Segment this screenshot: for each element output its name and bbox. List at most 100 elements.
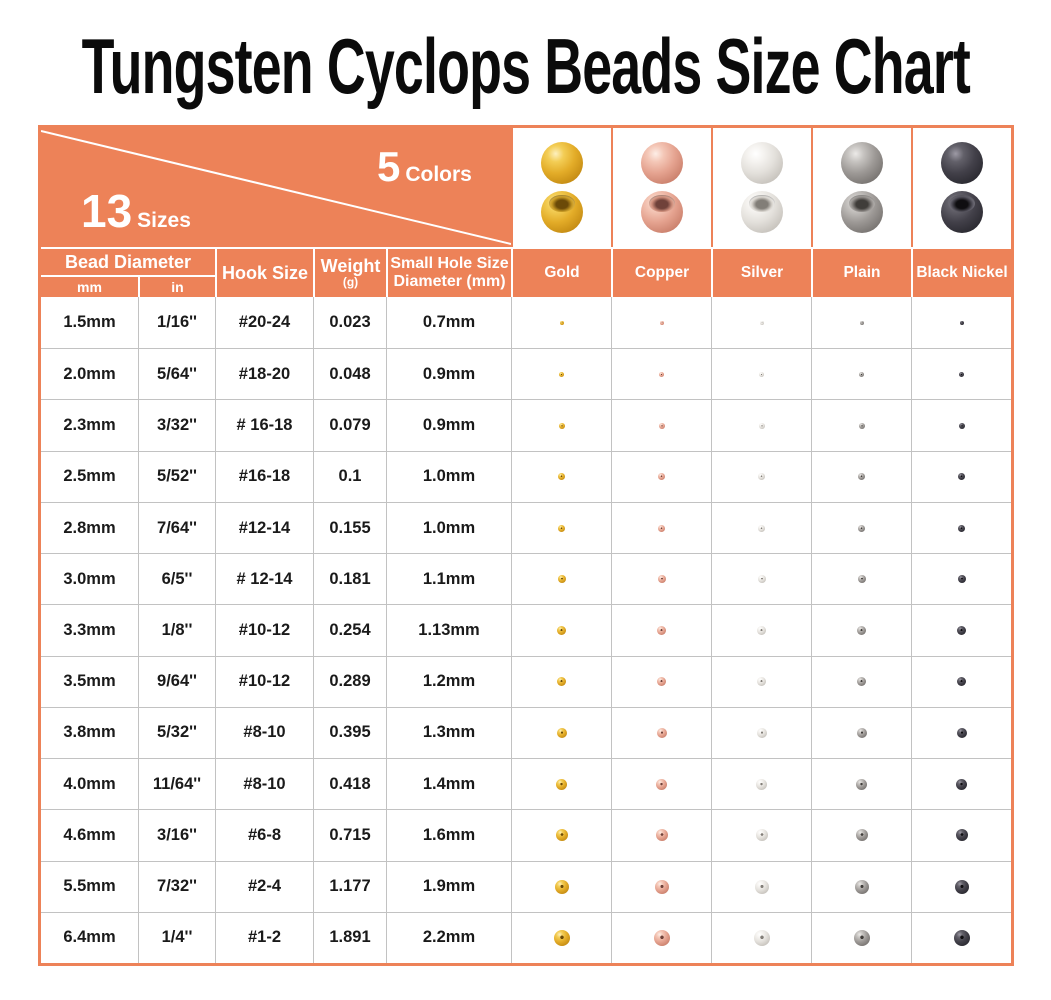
cell-bead-diameter-in: 3/16''	[138, 810, 215, 861]
column-header-black-nickel: Black Nickel	[911, 249, 1011, 297]
bead-dot-black-nickel	[957, 575, 966, 584]
cell-weight: 1.177	[313, 861, 386, 912]
cell-weight: 0.023	[313, 297, 386, 349]
cell-bead-swatch-silver	[711, 451, 811, 502]
cell-bead-diameter-in: 9/64''	[138, 656, 215, 707]
cell-hook-size: #10-12	[215, 605, 313, 656]
sizes-count-badge: 13 Sizes	[81, 188, 191, 234]
cell-bead-swatch-silver	[711, 656, 811, 707]
bead-image-holed-gold	[541, 191, 583, 233]
bead-dot-black-nickel	[957, 677, 966, 687]
cell-bead-diameter-in: 6/5''	[138, 554, 215, 605]
bead-dot-plain	[859, 320, 864, 325]
cell-bead-swatch-copper	[611, 605, 711, 656]
column-header-plain: Plain	[811, 249, 911, 297]
cell-hole-size: 1.13mm	[386, 605, 511, 656]
bead-dot-black-nickel	[957, 625, 966, 635]
cell-weight: 0.289	[313, 656, 386, 707]
bead-dot-silver	[757, 625, 766, 635]
cell-hole-size: 1.9mm	[386, 861, 511, 912]
bead-dot-black-nickel	[959, 371, 964, 377]
cell-bead-swatch-silver	[711, 349, 811, 400]
column-header-small-hole: Small Hole Size Diameter (mm)	[386, 249, 511, 297]
bead-dot-plain	[858, 473, 865, 481]
cell-bead-diameter-mm: 5.5mm	[63, 877, 116, 896]
small-hole-label-line2: Diameter (mm)	[393, 273, 506, 290]
cell-hook-size: #18-20	[215, 349, 313, 400]
cell-bead-swatch-plain	[811, 605, 911, 656]
bead-dot-plain	[858, 524, 865, 532]
cell-hook-size: #12-14	[215, 502, 313, 554]
cell-hook-size: # 12-14	[215, 554, 313, 605]
cell-hole-size: 1.6mm	[386, 810, 511, 861]
bead-dot-silver	[757, 575, 766, 584]
bead-dot-copper	[657, 625, 666, 635]
cell-bead-swatch-plain	[811, 451, 911, 502]
cell-bead-swatch-black-nickel	[911, 502, 1011, 554]
cell-bead-swatch-copper	[611, 707, 711, 759]
bead-dot-plain	[855, 829, 868, 842]
cell-bead-swatch-silver	[711, 810, 811, 861]
column-header-bead-diameter: Bead Diameter mm in	[41, 249, 215, 297]
bead-dot-gold	[557, 575, 566, 584]
cell-hook-size: #2-4	[215, 861, 313, 912]
bead-dot-black-nickel	[955, 829, 968, 842]
bead-dot-silver	[759, 371, 764, 377]
table-row: 2.8mm 7/64'' #12-14 0.155 1.0mm	[41, 501, 1011, 554]
cell-bead-swatch-gold	[511, 297, 611, 349]
cell-bead-diameter-in: 5/32''	[138, 707, 215, 759]
bead-dot-black-nickel	[956, 778, 967, 790]
bead-diameter-label: Bead Diameter	[64, 251, 192, 272]
cell-bead-swatch-gold	[511, 502, 611, 554]
bead-dot-copper	[654, 879, 669, 894]
cell-bead-swatch-plain	[811, 656, 911, 707]
bead-hole-copper	[649, 194, 675, 213]
cell-bead-diameter-mm: 6.4mm	[63, 928, 116, 947]
bead-dot-plain	[854, 879, 869, 894]
bead-diameter-subheaders: mm in	[41, 275, 215, 297]
bead-hole-black-nickel	[949, 194, 975, 213]
bead-hole-silver	[749, 194, 775, 213]
cell-bead-swatch-plain	[811, 810, 911, 861]
bead-photo-cell-copper	[611, 128, 711, 247]
cell-bead-swatch-black-nickel	[911, 554, 1011, 605]
cell-hole-size: 1.0mm	[386, 451, 511, 502]
cell-bead-swatch-black-nickel	[911, 861, 1011, 912]
cell-bead-swatch-silver	[711, 861, 811, 912]
cell-hole-size: 2.2mm	[386, 912, 511, 963]
table-row: 4.6mm 3/16'' #6-8 0.715 1.6mm	[41, 809, 1011, 861]
bead-dot-copper	[658, 524, 665, 532]
subheader-mm: mm	[77, 279, 102, 295]
cell-bead-swatch-copper	[611, 349, 711, 400]
cell-hook-size: #1-2	[215, 912, 313, 963]
cell-weight: 0.418	[313, 759, 386, 810]
table-row: 1.5mm 1/16'' #20-24 0.023 0.7mm	[41, 297, 1011, 349]
bead-dot-silver	[756, 727, 767, 738]
cell-hole-size: 0.7mm	[386, 297, 511, 349]
table-row: 4.0mm 11/64'' #8-10 0.418 1.4mm	[41, 758, 1011, 810]
cell-bead-diameter-mm: 3.0mm	[63, 569, 116, 588]
cell-bead-swatch-gold	[511, 912, 611, 963]
cell-bead-swatch-black-nickel	[911, 707, 1011, 759]
cell-bead-swatch-copper	[611, 554, 711, 605]
cell-bead-swatch-silver	[711, 502, 811, 554]
bead-dot-gold	[557, 625, 566, 635]
table-row: 2.0mm 5/64'' #18-20 0.048 0.9mm	[41, 348, 1011, 400]
bead-image-holed-silver	[741, 191, 783, 233]
bead-dot-copper	[657, 575, 666, 584]
bead-dot-black-nickel	[958, 524, 965, 532]
cell-bead-swatch-gold	[511, 451, 611, 502]
cell-bead-diameter-mm: 3.3mm	[63, 620, 116, 639]
bead-dot-black-nickel	[954, 879, 969, 894]
table-row: 3.5mm 9/64'' #10-12 0.289 1.2mm	[41, 655, 1011, 707]
bead-dot-copper	[656, 727, 667, 738]
cell-weight: 0.254	[313, 605, 386, 656]
cell-bead-swatch-gold	[511, 605, 611, 656]
bead-dot-silver	[758, 422, 765, 429]
bead-dot-silver	[753, 929, 770, 946]
cell-bead-swatch-plain	[811, 297, 911, 349]
cell-weight: 0.181	[313, 554, 386, 605]
bead-photo-cell-silver	[711, 128, 811, 247]
bead-hole-gold	[549, 194, 575, 213]
